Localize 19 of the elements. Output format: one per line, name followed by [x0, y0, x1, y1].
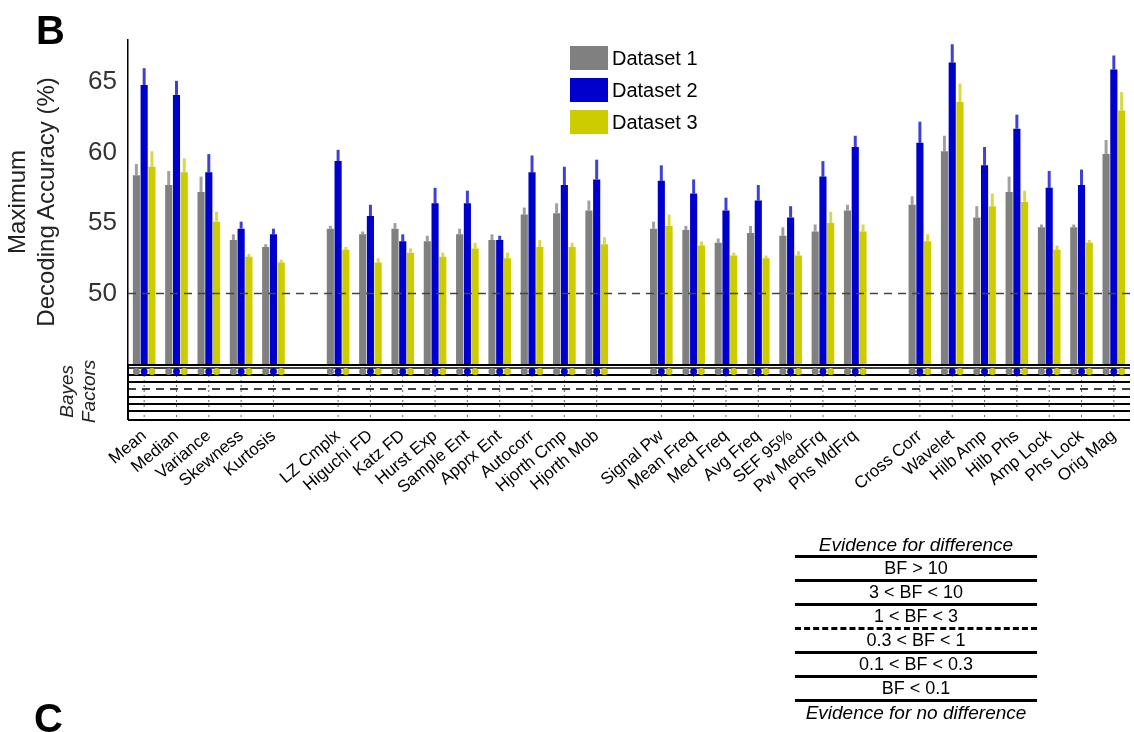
text: Bayes Factors [56, 360, 100, 424]
text: 3 < BF < 10 [795, 582, 1037, 606]
y-tick-label: 65 [88, 65, 117, 96]
text: Evidence for difference [795, 534, 1037, 558]
text: 0.1 < BF < 0.3 [795, 654, 1037, 678]
text: C [34, 696, 63, 732]
y-tick-label: 60 [88, 135, 117, 166]
text: BF > 10 [795, 558, 1037, 582]
y-axis-title: Maximum Decoding Accuracy (%) [3, 77, 59, 327]
legend-label: Dataset 1 [612, 46, 698, 71]
y-tick-label: 50 [88, 276, 117, 307]
legend-label: Dataset 3 [612, 110, 698, 135]
text: BF < 0.1 [795, 678, 1037, 702]
text: B [36, 8, 65, 53]
legend-label: Dataset 2 [612, 78, 698, 103]
text: Evidence for no difference [804, 702, 1028, 723]
text: 1 < BF < 3 [795, 606, 1037, 630]
y-tick-label: 55 [88, 206, 117, 237]
text: 0.3 < BF < 1 [795, 630, 1037, 654]
